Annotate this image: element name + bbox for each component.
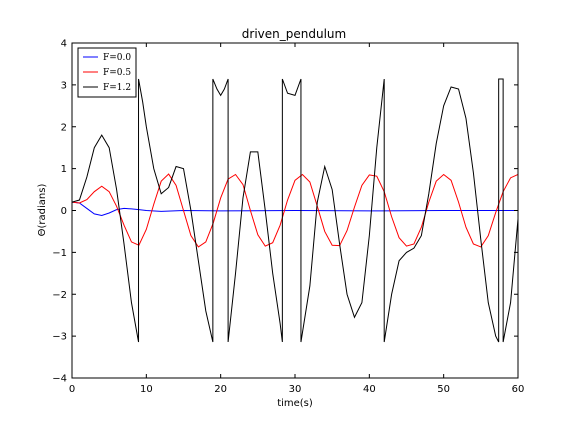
x-tick-label: 0 — [69, 384, 75, 395]
x-tick-label: 50 — [437, 384, 450, 395]
y-tick-label: −4 — [52, 374, 67, 385]
x-axis-label: time(s) — [277, 398, 313, 409]
y-tick-label: 4 — [61, 39, 67, 50]
y-tick-label: 1 — [61, 164, 67, 175]
legend: F=0.0 F=0.5 F=1.2 — [77, 47, 137, 98]
series-line-2 — [72, 78, 518, 343]
x-tick-label: 10 — [140, 384, 153, 395]
plot-area — [71, 42, 519, 379]
x-tick-label: 30 — [289, 384, 302, 395]
x-tick-label: 40 — [363, 384, 376, 395]
legend-label-0: F=0.0 — [103, 53, 131, 63]
x-tick-label: 60 — [512, 384, 525, 395]
x-tick-label: 20 — [214, 384, 227, 395]
y-tick-label: 3 — [61, 80, 67, 91]
y-tick-label: 2 — [61, 122, 67, 133]
y-tick-label: −2 — [52, 290, 67, 301]
legend-label-1: F=0.5 — [103, 68, 131, 78]
y-axis-label: Θ(radians) — [37, 184, 48, 237]
y-tick-label: −1 — [52, 248, 67, 259]
y-tick-label: 0 — [61, 206, 67, 217]
series-line-1 — [72, 173, 518, 248]
legend-label-2: F=1.2 — [103, 83, 131, 93]
y-tick-label: −3 — [52, 332, 67, 343]
series-layer — [72, 78, 518, 343]
chart-title: driven_pendulum — [242, 27, 346, 41]
ticks-layer: 0 10 20 30 40 50 60 −4 −3 −2 −1 0 1 2 3 4 — [52, 39, 524, 396]
series-line-0 — [72, 201, 518, 217]
